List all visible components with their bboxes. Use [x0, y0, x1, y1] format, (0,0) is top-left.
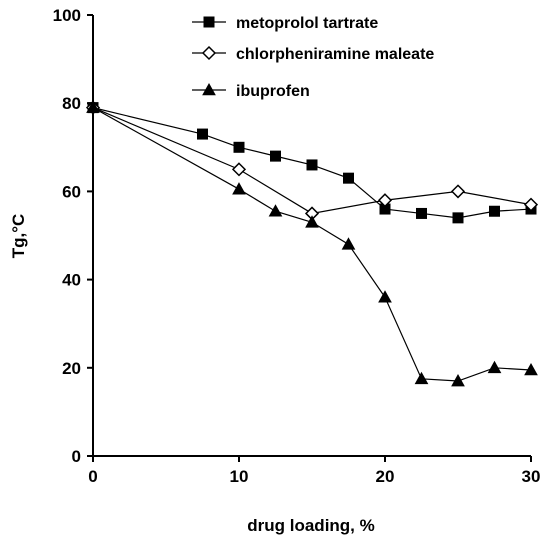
- data-point-ibuprofen: [524, 362, 538, 376]
- axes: [92, 15, 531, 457]
- data-point-ibuprofen: [487, 360, 502, 374]
- data-point-metoprolol: [306, 159, 318, 171]
- x-tick-label: 30: [522, 467, 541, 486]
- legend-marker: [202, 82, 216, 96]
- data-point-chlorpheniramine: [377, 193, 393, 208]
- data-point-ibuprofen: [341, 237, 356, 250]
- y-tick-label: 0: [72, 447, 81, 466]
- series-line-ibuprofen: [92, 107, 532, 382]
- data-point-ibuprofen: [232, 182, 246, 195]
- data-point-chlorpheniramine: [450, 184, 466, 199]
- data-point-ibuprofen: [414, 371, 429, 385]
- x-axis-title: drug loading, %: [247, 516, 375, 535]
- data-point-ibuprofen: [86, 100, 100, 113]
- series-chlorpheniramine: [85, 100, 539, 221]
- y-tick-label: 20: [62, 359, 81, 378]
- legend-item-ibuprofen: ibuprofen: [192, 82, 310, 100]
- data-point-ibuprofen: [451, 374, 465, 387]
- data-point-metoprolol: [270, 150, 281, 162]
- y-tick-label: 40: [62, 271, 81, 290]
- data-point-chlorpheniramine: [231, 162, 247, 177]
- y-tick-label: 80: [62, 94, 81, 113]
- data-point-metoprolol: [416, 207, 427, 219]
- x-tick-label: 10: [230, 467, 249, 486]
- data-point-metoprolol: [489, 205, 500, 217]
- series-metoprolol: [87, 102, 537, 224]
- data-point-ibuprofen: [268, 204, 283, 217]
- data-point-chlorpheniramine: [523, 197, 539, 212]
- series-ibuprofen: [86, 100, 538, 387]
- legend-item-chlorpheniramine: chlorpheniramine maleate: [192, 45, 434, 63]
- ticks: 0 20 40 60 80 100 0 10 20 30: [53, 6, 541, 486]
- legend-label: chlorpheniramine maleate: [236, 46, 434, 63]
- data-point-metoprolol: [343, 172, 354, 184]
- x-tick-label: 20: [376, 467, 395, 486]
- y-tick-label: 100: [53, 6, 81, 25]
- legend-item-metoprolol: metoprolol tartrate: [192, 15, 378, 32]
- legend-marker: [201, 45, 217, 61]
- data-point-metoprolol: [197, 128, 208, 140]
- legend: metoprolol tartrate chlorpheniramine male…: [192, 15, 434, 100]
- data-point-metoprolol: [452, 212, 464, 224]
- legend-label: metoprolol tartrate: [236, 15, 378, 32]
- y-axis-title: Tg,°C: [9, 214, 28, 259]
- x-tick-label: 0: [88, 467, 97, 486]
- data-point-metoprolol: [233, 141, 245, 153]
- data-point-ibuprofen: [378, 290, 392, 303]
- y-tick-label: 60: [62, 182, 81, 201]
- legend-marker: [203, 16, 215, 28]
- data-point-ibuprofen: [305, 215, 319, 228]
- series-line-chlorpheniramine: [92, 107, 532, 215]
- series-layer: [85, 100, 539, 387]
- legend-label: ibuprofen: [236, 83, 310, 100]
